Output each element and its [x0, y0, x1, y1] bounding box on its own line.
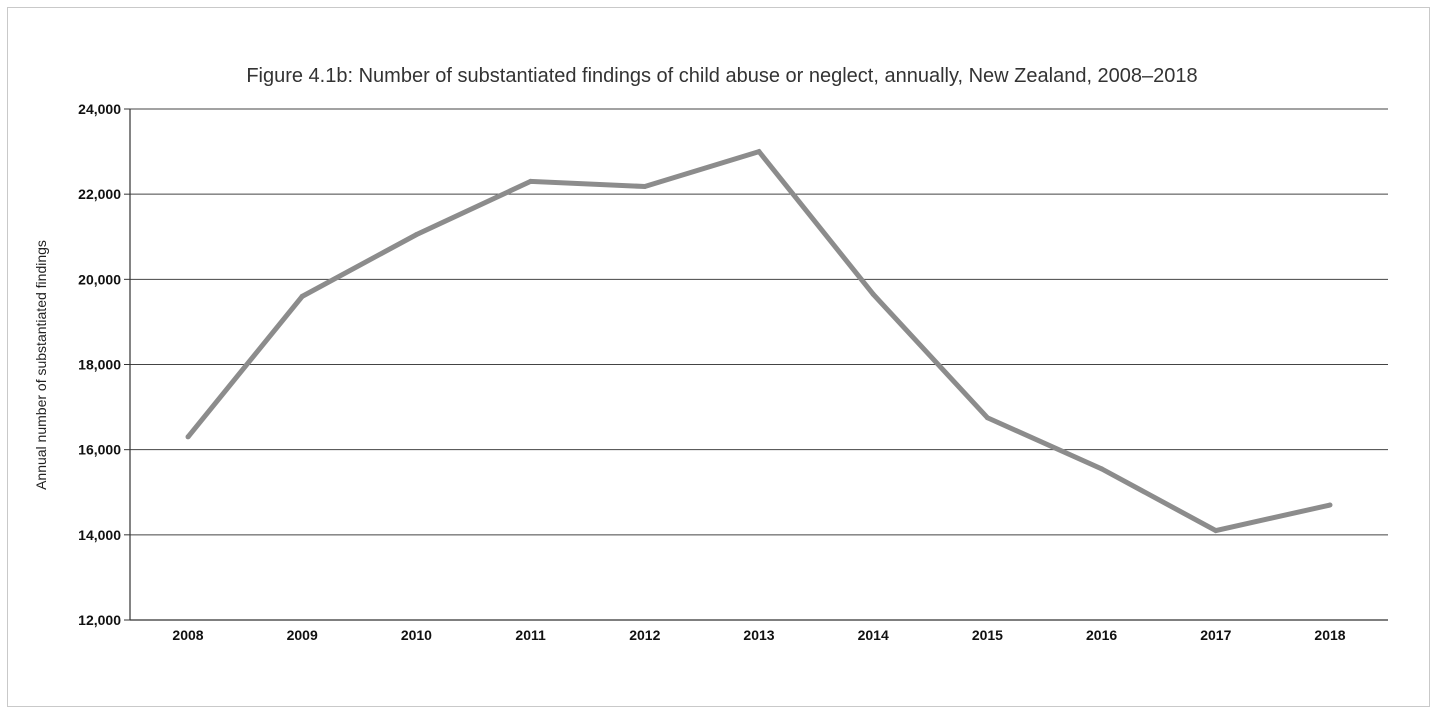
y-tick-label: 24,000 — [78, 101, 121, 117]
x-tick-label: 2014 — [858, 627, 889, 643]
data-point — [413, 232, 419, 238]
x-tick-label: 2017 — [1200, 627, 1231, 643]
y-tick-label: 18,000 — [78, 357, 121, 373]
x-tick-label: 2009 — [287, 627, 318, 643]
x-tick-label: 2018 — [1314, 627, 1345, 643]
y-tick-label: 22,000 — [78, 186, 121, 202]
data-point — [1099, 466, 1105, 472]
x-tick-label: 2012 — [629, 627, 660, 643]
chart-title: Figure 4.1b: Number of substantiated fin… — [246, 65, 1197, 87]
x-tick-label: 2010 — [401, 627, 432, 643]
data-point — [1213, 528, 1219, 534]
series-layer — [185, 148, 1333, 534]
x-tick-label: 2011 — [515, 627, 546, 643]
data-point — [299, 293, 305, 299]
data-point — [870, 291, 876, 297]
y-tick-label: 14,000 — [78, 527, 121, 543]
data-point — [756, 149, 762, 155]
y-axis-ticks: 12,000 14,000 16,000 18,000 20,000 22,000 24,0… — [78, 101, 130, 628]
data-point — [185, 434, 191, 440]
data-point — [528, 178, 534, 184]
x-axis-ticks: 2008 2009 2010 2011 2012 2013 2014 2015 2016 2017… — [172, 627, 1345, 643]
data-point — [642, 184, 648, 190]
y-tick-label: 20,000 — [78, 271, 121, 287]
data-point — [984, 415, 990, 421]
chart-frame — [7, 7, 1430, 707]
series-line — [186, 148, 1331, 534]
data-point — [1327, 502, 1333, 508]
x-tick-label: 2008 — [172, 627, 203, 643]
y-axis-label: Annual number of substantiated findings — [33, 240, 49, 490]
y-tick-label: 16,000 — [78, 442, 121, 458]
gridlines — [130, 108, 1388, 536]
x-tick-label: 2013 — [743, 627, 774, 643]
y-tick-label: 12,000 — [78, 612, 121, 628]
x-tick-label: 2016 — [1086, 627, 1117, 643]
x-tick-label: 2015 — [972, 627, 1003, 643]
